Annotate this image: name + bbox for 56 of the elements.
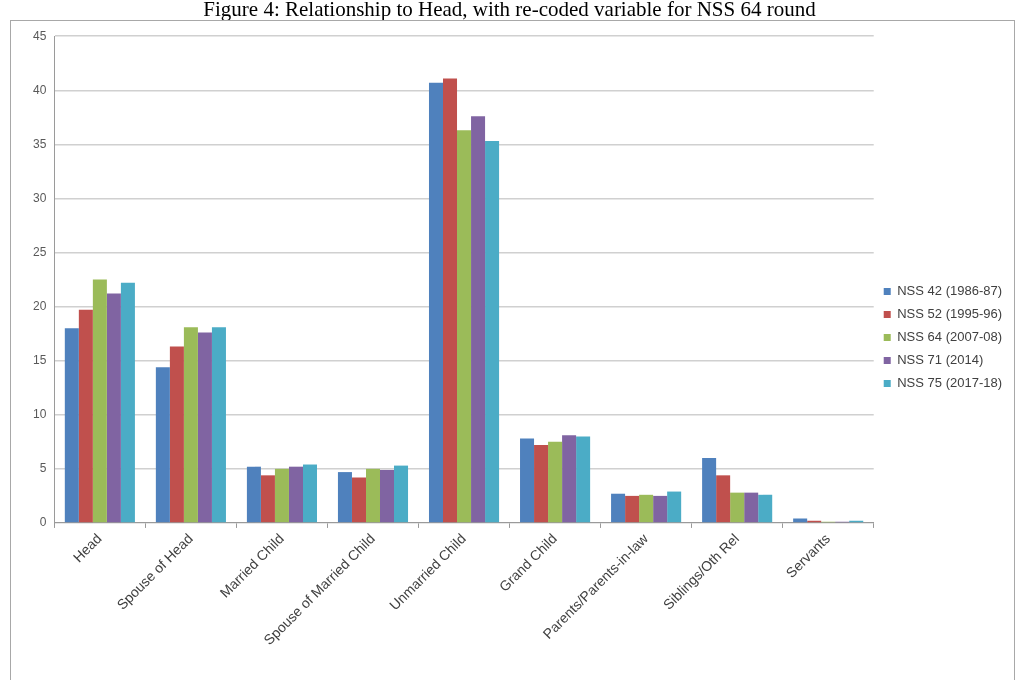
bar [730,492,745,523]
y-tick-label: 20 [32,298,47,313]
bar [337,472,352,523]
bar [520,438,535,523]
bar [639,494,654,523]
y-tick-label: 10 [32,407,47,422]
bar [534,445,549,523]
y-tick-label: 35 [32,136,47,151]
bar [120,282,135,523]
bar [183,327,198,523]
chart-title: Figure 4: Relationship to Head, with re-coded variable for NSS 64 round [202,0,817,21]
bar [625,495,640,523]
bar [351,477,366,523]
bar [78,309,93,523]
bar [471,116,486,523]
bar [611,493,626,523]
bar [260,475,275,523]
y-tick-label: 5 [39,461,47,476]
y-tick-label: 30 [32,190,47,205]
y-tick-label: 25 [32,244,47,259]
bar [380,469,395,523]
legend-label: NSS 71 (2014) [897,352,984,368]
bar [365,468,380,523]
y-tick-label: 40 [32,82,47,97]
bar [457,130,472,523]
legend-label: NSS 75 (2017-18) [897,375,1002,391]
bar [548,441,563,523]
bar [394,465,409,523]
bar [702,458,717,523]
bar [92,279,107,523]
bar [64,328,79,523]
bar [246,466,261,523]
bar [169,346,184,523]
bar [211,327,226,523]
bar [667,491,682,523]
bar [485,141,500,523]
legend-label: NSS 42 (1986-87) [897,283,1002,299]
bar [562,435,577,523]
legend-label: NSS 64 (2007-08) [897,329,1002,345]
bar [155,367,170,523]
bar [197,332,212,523]
bar [653,495,668,523]
bar [428,82,443,523]
bar [758,494,773,523]
bar [288,466,303,523]
bar [576,436,591,523]
bar [106,293,121,523]
legend-label: NSS 52 (1995-96) [897,306,1002,322]
bar [716,475,731,523]
bar [274,468,289,523]
y-tick-label: 15 [32,352,47,367]
bar [302,464,317,523]
bar [443,78,458,523]
y-tick-label: 45 [32,28,47,43]
bar [744,492,759,523]
y-tick-label: 0 [39,515,47,530]
